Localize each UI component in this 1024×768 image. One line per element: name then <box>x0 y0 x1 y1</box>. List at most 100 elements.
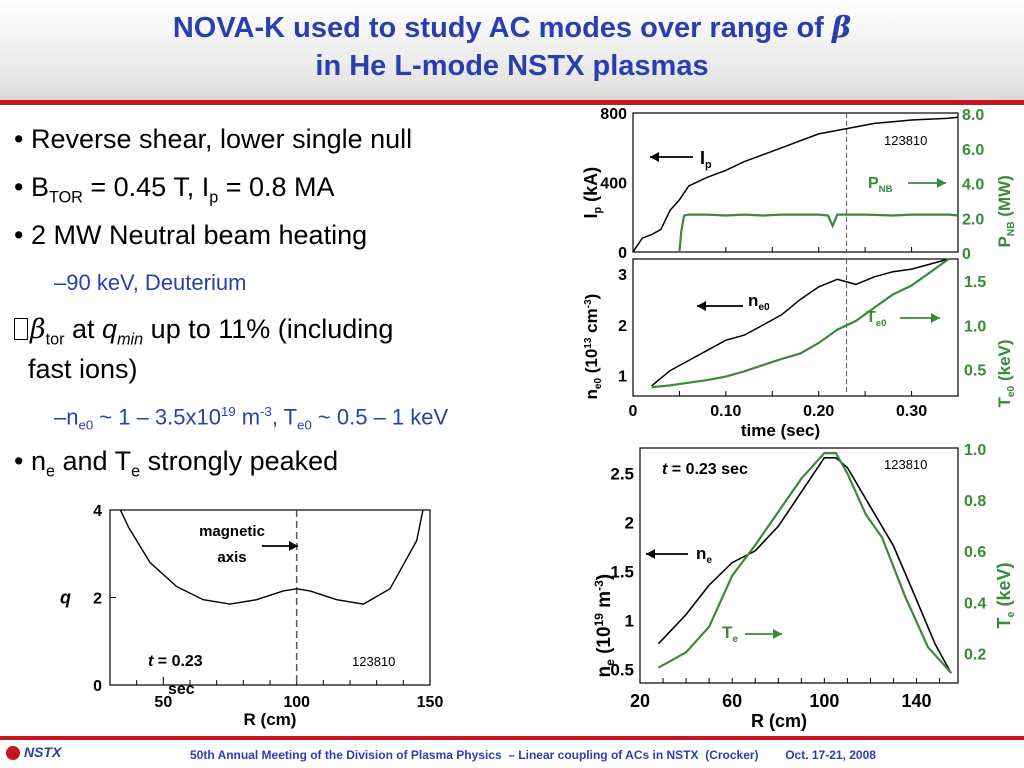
q-xtick-label: 100 <box>283 694 310 711</box>
ip-shot-number: 123810 <box>884 133 927 148</box>
bullet-beta-line2: fast ions) <box>28 354 138 384</box>
q-time-label-2: sec <box>168 681 195 698</box>
bullet-shear: • Reverse shear, lower single null <box>14 124 413 154</box>
te-profile-line <box>657 452 952 674</box>
ne-ytick-label: 2 <box>625 513 634 532</box>
ne-arrow-head <box>646 549 655 559</box>
ne0-plot-frame <box>632 258 959 397</box>
q-ylabel: q <box>60 588 71 608</box>
time-xtick-label: 0.30 <box>896 403 927 420</box>
te-ytick-label: 0.2 <box>964 646 986 663</box>
profile-shot-number: 123810 <box>884 457 927 472</box>
title-beta: β <box>831 10 852 44</box>
footer-divider <box>0 736 1024 740</box>
profile-xtick-label: 140 <box>901 691 931 711</box>
time-xtick-label: 0.20 <box>803 403 834 420</box>
te-ytick-label: 0.6 <box>964 544 986 561</box>
ne0-ylabel: ne0 (1013 cm-3) <box>582 294 604 400</box>
q-shot-number: 123810 <box>352 654 395 669</box>
ne0-legend: ne0 <box>748 291 770 313</box>
pnb-ytick-label: 6.0 <box>962 142 984 159</box>
te-ytick-label: 0.8 <box>964 493 986 510</box>
footer-background <box>0 740 1024 768</box>
te-ytick-label: 0.4 <box>964 595 986 612</box>
pnb-line <box>678 213 959 253</box>
te0-ylabel: Te0 (keV) <box>995 339 1017 407</box>
ne0-line <box>651 258 949 387</box>
ip-arrow-head <box>650 152 659 162</box>
ne-ytick-label: 1 <box>625 611 634 630</box>
q-ytick-label: 4 <box>93 503 102 520</box>
ip-line <box>632 116 959 253</box>
q-time-label: t = 0.23 <box>148 653 203 670</box>
bullet-heating: • 2 MW Neutral beam heating <box>14 220 368 250</box>
te-ytick-label: 1.0 <box>964 442 986 459</box>
ne-ytick-label: 1.5 <box>610 562 634 581</box>
te0-ytick-label: 1.0 <box>964 318 986 335</box>
profile-time-label: t = 0.23 sec <box>662 461 748 478</box>
te0-line <box>651 258 950 389</box>
pnb-ylabel: PNB (MW) <box>995 175 1017 247</box>
ne0-te0-chart: 1 2 3 0.5 1.0 1.5 0 0.10 0.20 0.30 time (sec) ne0 (… <box>582 258 1017 440</box>
magnetic-axis-label-1: magnetic <box>199 523 265 540</box>
profile-xtick-label: 20 <box>630 691 650 711</box>
ne-profile-line <box>657 457 952 674</box>
profile-plot-frame <box>639 447 959 684</box>
sub-bullet-beam: –90 keV, Deuterium <box>54 270 247 295</box>
title-bar <box>0 0 1024 100</box>
profile-xtick-label: 60 <box>722 691 742 711</box>
magnetic-axis-arrow-head <box>289 541 298 551</box>
ne0-ytick-label: 2 <box>618 318 627 335</box>
pnb-ytick-label: 8.0 <box>962 107 984 124</box>
te0-legend: Te0 <box>866 309 886 329</box>
sub-bullet-profiles: –ne0 ~ 1 – 3.5x1019 m-3, Te0 ~ 0.5 – 1 k… <box>54 404 449 433</box>
pnb-ytick-label: 0 <box>962 246 971 263</box>
title-line2: in He L-mode NSTX plasmas <box>315 50 709 82</box>
bullet-beta: βtor at qmin up to 11% (including <box>14 314 393 349</box>
q-xtick-label: 150 <box>417 694 444 711</box>
logo-icon <box>6 746 20 761</box>
ip-ytick-label: 0 <box>618 245 627 262</box>
te0-ytick-label: 0.5 <box>964 362 986 379</box>
pnb-ylabel-text: PNB (MW) <box>995 175 1017 247</box>
time-xtick-label: 0 <box>629 403 638 420</box>
pnb-legend: PNB <box>868 175 893 195</box>
pnb-arrow-head <box>937 178 946 188</box>
ne0-ylabel-text: ne0 (1013 cm-3) <box>582 294 604 400</box>
magnetic-axis-label-2: axis <box>217 549 246 566</box>
ne-ytick-label: 0.5 <box>610 660 634 679</box>
te0-ytick-label: 1.5 <box>964 274 986 291</box>
te-ylabel: Te (keV) <box>994 562 1017 628</box>
ip-ytick-label: 400 <box>600 176 627 193</box>
bullet-peaked: • ne and Te strongly peaked <box>14 446 339 481</box>
ne-ylabel: ne (1019 m-3) <box>592 574 617 678</box>
ip-plot-frame <box>632 112 959 253</box>
page-title: NOVA-K used to study AC modes over range… <box>0 8 1024 85</box>
ne-te-profile-chart: 0.5 1 1.5 2 2.5 0.2 0.4 0.6 0.8 1.0 20 60 100 140 R (c… <box>592 442 1017 731</box>
te0-arrow-head <box>931 313 940 323</box>
q-profile-line <box>119 510 424 605</box>
ne-ylabel-text: ne (1019 m-3) <box>592 574 617 678</box>
ne0-ytick-label: 1 <box>618 369 627 386</box>
ip-ylabel-text: Ip (kA) <box>581 167 604 219</box>
ne0-arrow-head <box>697 301 706 311</box>
q-xlabel: R (cm) <box>244 710 297 729</box>
te0-ylabel-text: Te0 (keV) <box>995 339 1017 407</box>
ne-legend: ne <box>696 544 712 566</box>
ne0-ytick-label: 3 <box>618 267 627 284</box>
profile-xlabel: R (cm) <box>751 711 807 731</box>
ip-legend: Ip <box>700 148 712 171</box>
footer-text: 50th Annual Meeting of the Division of P… <box>190 748 876 762</box>
title-line1: NOVA-K used to study AC modes over range… <box>172 12 824 44</box>
te-legend: Te <box>722 623 738 645</box>
te-ylabel-text: Te (keV) <box>994 562 1017 628</box>
ip-pnb-chart: 0 400 800 0 2.0 4.0 6.0 8.0 Ip (kA) PNB (MW) Ip PNB… <box>581 106 1017 263</box>
pnb-ytick-label: 2.0 <box>962 211 984 228</box>
q-ytick-label: 2 <box>93 591 102 608</box>
ip-ylabel: Ip (kA) <box>581 167 604 219</box>
q-xtick-label: 50 <box>154 694 172 711</box>
q-ytick-label: 0 <box>93 678 102 695</box>
missing-glyph-box <box>14 318 28 340</box>
pnb-ytick-label: 4.0 <box>962 177 984 194</box>
